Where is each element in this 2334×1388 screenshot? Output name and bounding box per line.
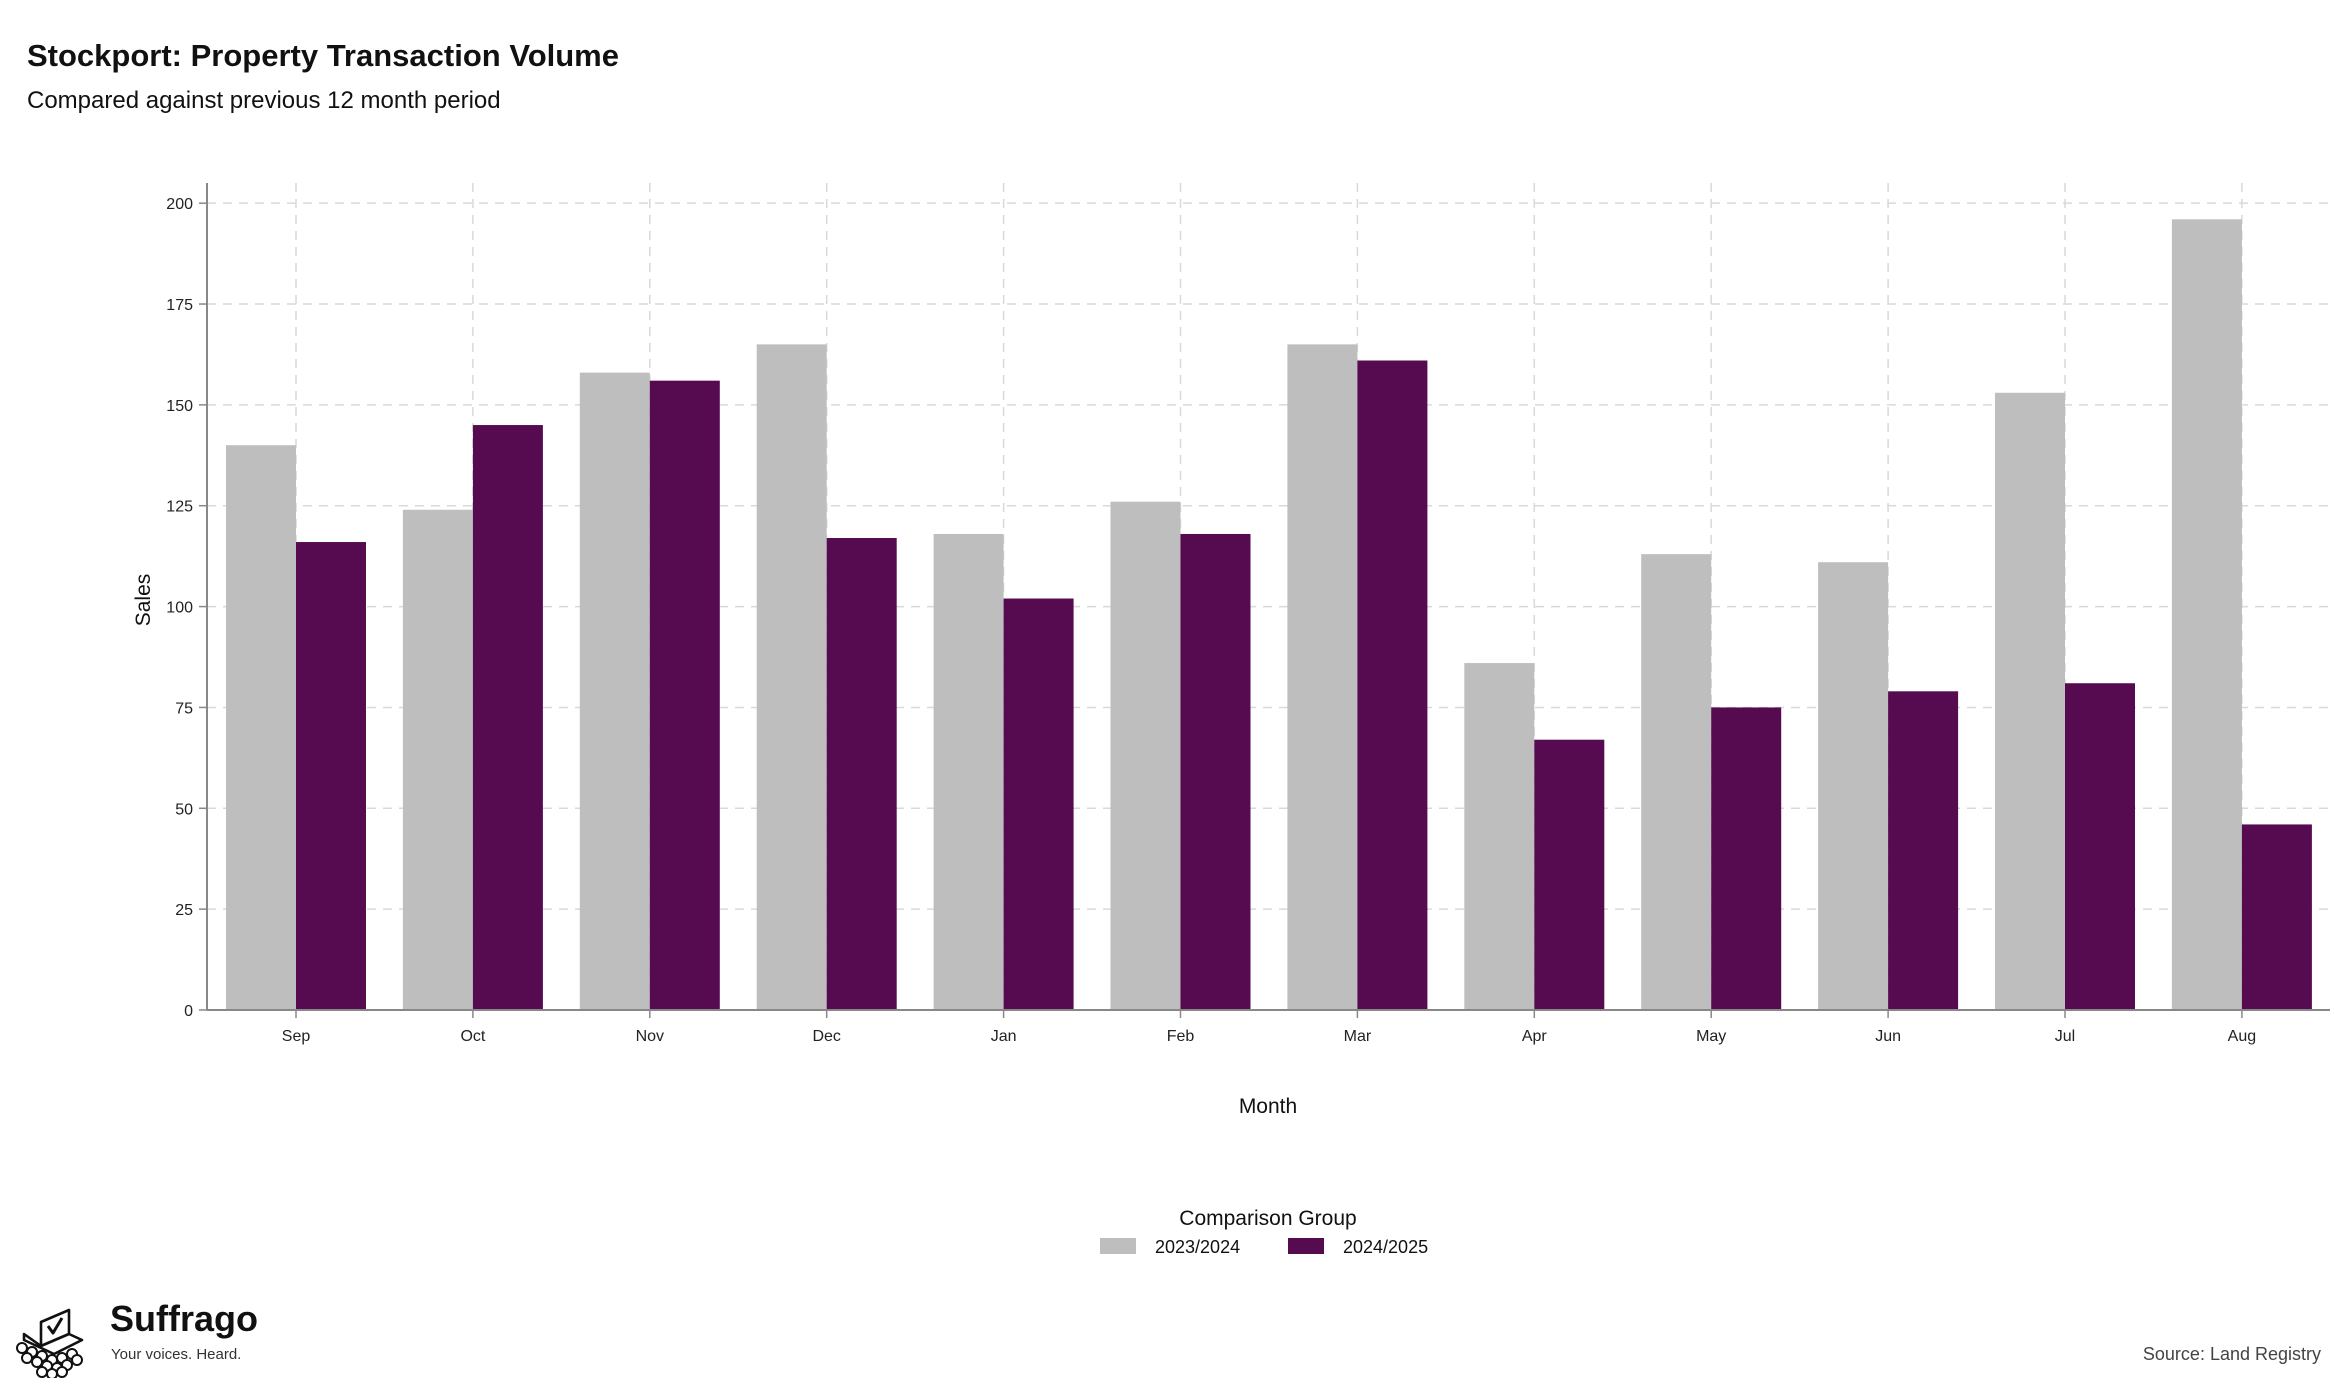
source-note: Source: Land Registry xyxy=(2142,1344,2321,1364)
bar-2023/2024-Oct xyxy=(402,509,473,1010)
bar-2023/2024-May xyxy=(1641,554,1712,1010)
y-tick-label: 50 xyxy=(175,801,193,818)
bar-2023/2024-Sep xyxy=(226,445,296,1011)
x-tick-label: Sep xyxy=(282,1028,311,1045)
brand-tagline: Your voices. Heard. xyxy=(111,1346,242,1363)
bar-2023/2024-Apr xyxy=(1464,663,1535,1010)
bar-2024/2025-May xyxy=(1711,707,1782,1010)
ballot-box-icon xyxy=(16,1308,84,1378)
y-axis-title: Sales xyxy=(132,574,155,627)
legend-label-2024/2025: 2024/2025 xyxy=(1343,1237,1428,1257)
bar-2023/2024-Jun xyxy=(1818,562,1889,1010)
x-tick-label: Mar xyxy=(1344,1028,1372,1045)
brand-name: Suffrago xyxy=(110,1298,258,1339)
y-tick-label: 200 xyxy=(166,196,193,213)
legend-swatch-2024/2025 xyxy=(1288,1238,1324,1254)
bar-2024/2025-Sep xyxy=(296,542,366,1010)
bar-2024/2025-Oct xyxy=(472,425,543,1010)
bars xyxy=(226,219,2312,1011)
x-tick-label: Apr xyxy=(1522,1028,1548,1045)
legend: 2023/2024 2024/2025 xyxy=(1100,1237,1428,1257)
legend-title: Comparison Group xyxy=(1179,1207,1356,1230)
bar-2024/2025-Nov xyxy=(649,380,720,1010)
bar-2023/2024-Nov xyxy=(579,372,650,1011)
y-tick-label: 100 xyxy=(166,600,193,617)
bar-2023/2024-Jan xyxy=(933,533,1004,1010)
x-tick-label: Aug xyxy=(2228,1028,2256,1045)
bar-2024/2025-Dec xyxy=(826,538,897,1010)
legend-label-2023/2024: 2023/2024 xyxy=(1155,1237,1240,1257)
bar-2024/2025-Apr xyxy=(1534,739,1605,1010)
bar-2023/2024-Dec xyxy=(756,344,827,1010)
bar-2023/2024-Mar xyxy=(1287,344,1358,1010)
y-tick-label: 150 xyxy=(166,398,193,415)
bar-2024/2025-Aug xyxy=(2241,824,2312,1010)
bar-2023/2024-Feb xyxy=(1110,501,1181,1010)
y-tick-label: 175 xyxy=(166,297,193,314)
brand-logo: Suffrago Your voices. Heard. xyxy=(14,1296,314,1378)
x-axis-title: Month xyxy=(1239,1095,1297,1118)
bar-2024/2025-Feb xyxy=(1180,533,1251,1010)
bar-2024/2025-Jul xyxy=(2065,683,2135,1010)
bar-2023/2024-Aug xyxy=(2171,219,2242,1010)
bar-2023/2024-Jul xyxy=(1995,392,2065,1010)
chart-subtitle: Compared against previous 12 month perio… xyxy=(27,87,501,114)
bar-2024/2025-Jun xyxy=(1888,691,1959,1010)
bar-2024/2025-Mar xyxy=(1357,360,1428,1010)
x-tick-label: Jan xyxy=(991,1028,1017,1045)
legend-swatch-2023/2024 xyxy=(1100,1238,1136,1254)
x-tick-label: Dec xyxy=(812,1028,840,1045)
y-tick-label: 125 xyxy=(166,499,193,516)
chart-title: Stockport: Property Transaction Volume xyxy=(27,38,619,73)
x-tick-label: Feb xyxy=(1167,1028,1195,1045)
axes: 0 25 50 75 100 125 150 175 200 Sep Oct Nov Dec Jan Feb… xyxy=(166,183,2330,1045)
x-tick-label: May xyxy=(1696,1028,1726,1045)
x-tick-label: Jun xyxy=(1875,1028,1901,1045)
bar-2024/2025-Jan xyxy=(1003,598,1074,1010)
x-tick-label: Jul xyxy=(2055,1028,2075,1045)
x-tick-label: Oct xyxy=(460,1028,485,1045)
y-tick-label: 75 xyxy=(175,700,193,717)
x-tick-label: Nov xyxy=(636,1028,664,1045)
y-tick-label: 0 xyxy=(184,1003,193,1020)
y-tick-label: 25 xyxy=(175,902,193,919)
